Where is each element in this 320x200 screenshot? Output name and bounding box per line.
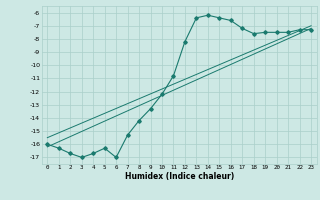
X-axis label: Humidex (Indice chaleur): Humidex (Indice chaleur) <box>124 172 234 181</box>
